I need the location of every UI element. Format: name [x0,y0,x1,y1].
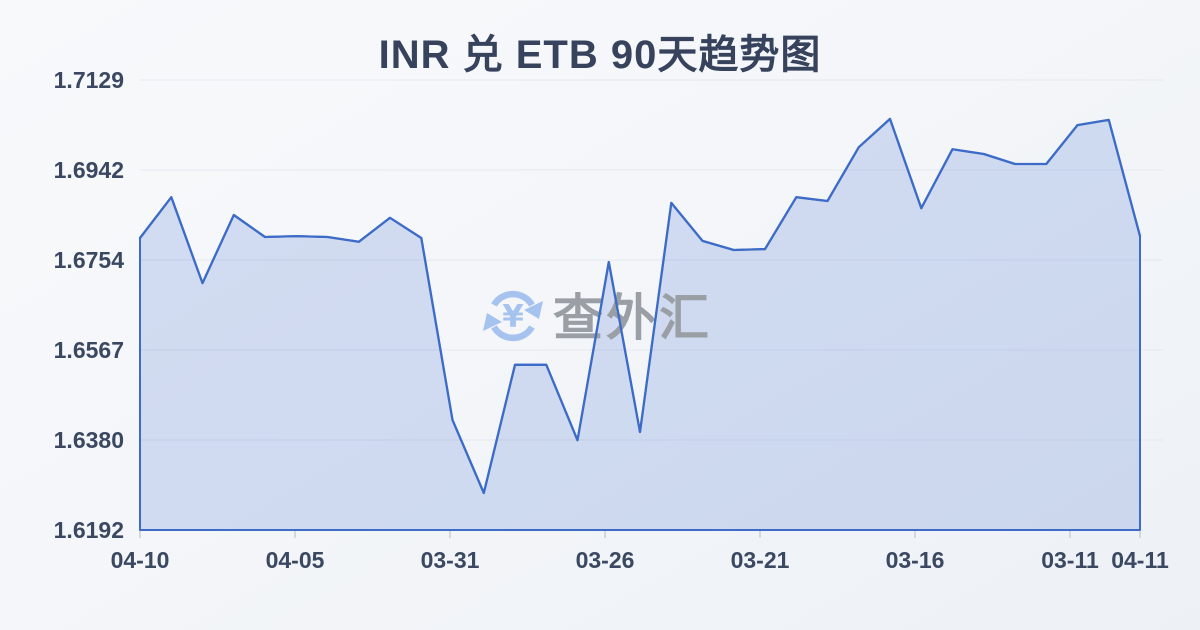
y-axis-label: 1.6192 [54,517,124,543]
y-axis-label: 1.7129 [54,67,124,93]
watermark: ¥ 查外汇 [483,290,712,346]
x-axis-label: 04-05 [266,547,325,573]
y-axis-label: 1.6567 [54,337,124,363]
x-axis-label: 03-16 [886,547,945,573]
y-axis-label: 1.6942 [54,157,124,183]
y-axis-label: 1.6754 [54,247,125,273]
x-axis-label: 04-11 [1111,547,1169,573]
x-axis-label: 03-26 [576,547,635,573]
x-axis-label: 03-31 [421,547,480,573]
chart-title: INR 兑 ETB 90天趋势图 [378,33,822,77]
y-axis-label: 1.6380 [54,427,124,453]
x-axis-label: 04-10 [111,547,170,573]
yen-symbol: ¥ [502,299,524,335]
x-axis-label: 03-11 [1041,547,1099,573]
trend-line [138,117,1142,495]
watermark-text: 查外汇 [553,290,712,346]
x-axis-label: 03-21 [731,547,790,573]
currency-exchange-icon: ¥ [483,290,543,342]
